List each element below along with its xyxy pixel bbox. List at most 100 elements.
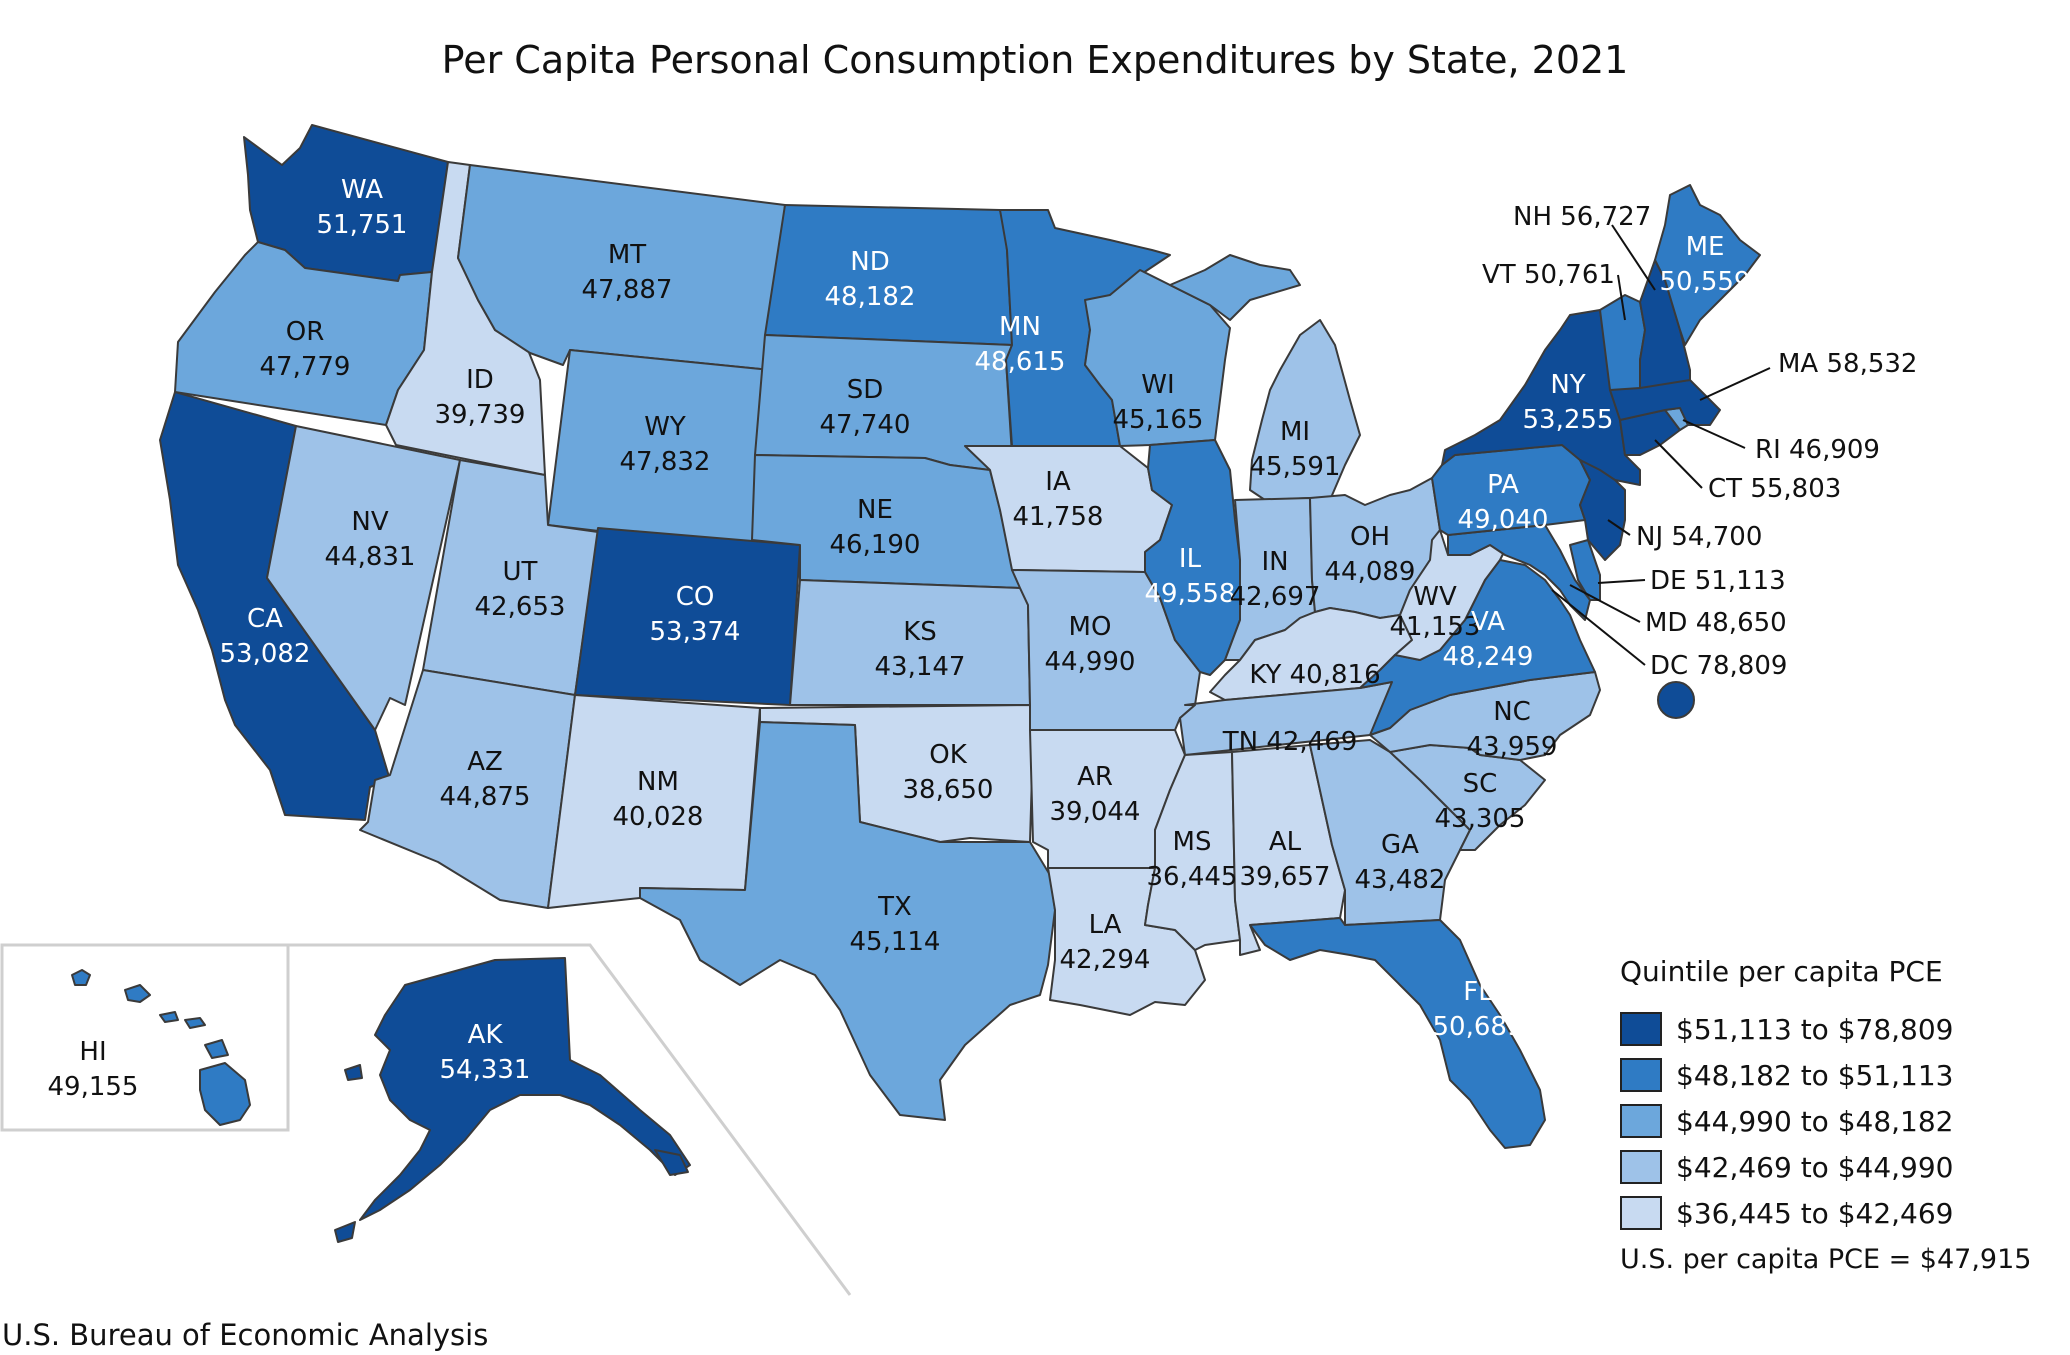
legend-swatch xyxy=(1620,1104,1662,1138)
leader-ct xyxy=(1654,439,1703,489)
label-ks-abbr: KS xyxy=(903,617,937,647)
label-nv-value: 44,831 xyxy=(325,542,416,572)
state-ma[interactable] xyxy=(1609,379,1721,426)
label-wa-value: 51,751 xyxy=(317,210,408,240)
label-ut-abbr: UT xyxy=(503,557,538,587)
state-nj[interactable] xyxy=(1579,459,1626,561)
label-ok-abbr: OK xyxy=(929,740,967,770)
legend-label: $42,469 to $44,990 xyxy=(1676,1150,1954,1184)
legend-item: $36,445 to $42,469 xyxy=(1620,1190,2040,1236)
label-hi-abbr-text: HI xyxy=(79,1037,106,1067)
label-co-value: 53,374 xyxy=(650,617,741,647)
legend-item: $48,182 to $51,113 xyxy=(1620,1052,2040,1098)
legend-label: $44,990 to $48,182 xyxy=(1676,1104,1954,1138)
label-va-abbr: VA xyxy=(1471,607,1505,637)
label-wy-abbr: WY xyxy=(644,412,686,442)
label-co-abbr: CO xyxy=(676,582,715,612)
legend-item: $42,469 to $44,990 xyxy=(1620,1144,2040,1190)
label-ms-value: 36,445 xyxy=(1147,862,1238,892)
callout-ri: RI 46,909 xyxy=(1755,435,1880,465)
label-wv-value: 41,153 xyxy=(1390,612,1481,642)
label-mt-value: 47,887 xyxy=(582,275,673,305)
label-fl-abbr: FL xyxy=(1463,977,1493,1007)
state-fl[interactable] xyxy=(1249,917,1546,1149)
label-ks-value: 43,147 xyxy=(875,652,966,682)
label-nd-value: 48,182 xyxy=(825,282,916,312)
state-wi[interactable] xyxy=(1084,269,1231,447)
label-pa-value: 49,040 xyxy=(1458,505,1549,535)
legend: Quintile per capita PCE $51,113 to $78,8… xyxy=(1620,955,2040,1275)
label-va-value: 48,249 xyxy=(1443,642,1534,672)
label-hi-value: 49,155 xyxy=(48,1072,139,1102)
state-me[interactable] xyxy=(1654,184,1761,346)
label-wv-abbr: WV xyxy=(1413,582,1457,612)
label-ak-value: 54,331 xyxy=(440,1055,531,1085)
state-hi[interactable] xyxy=(71,969,251,1126)
callout-ri-value: 46,909 xyxy=(1789,435,1880,465)
label-al-abbr: AL xyxy=(1269,827,1302,857)
callout-nh-value: 56,727 xyxy=(1560,202,1651,232)
label-tn: TN 42,469 xyxy=(1222,727,1358,757)
callout-nh-abbr: NH xyxy=(1513,202,1552,232)
label-oh-value: 44,089 xyxy=(1325,557,1416,587)
label-ia-abbr: IA xyxy=(1045,467,1071,497)
leader-dc xyxy=(1551,589,1646,666)
callout-ma-abbr: MA xyxy=(1778,349,1818,379)
leader-de xyxy=(1597,579,1646,584)
state-dc[interactable] xyxy=(1657,681,1695,719)
callout-ct-abbr: CT xyxy=(1708,474,1742,504)
source-credit: U.S. Bureau of Economic Analysis xyxy=(2,1318,489,1352)
label-wa-abbr: WA xyxy=(341,175,383,205)
label-fl-value: 50,689 xyxy=(1433,1012,1524,1042)
legend-label: $48,182 to $51,113 xyxy=(1676,1058,1954,1092)
state-tx[interactable] xyxy=(639,721,1056,1121)
callout-ri-abbr: RI xyxy=(1755,435,1781,465)
state-md[interactable] xyxy=(1447,524,1591,621)
label-il-abbr: IL xyxy=(1179,544,1202,574)
label-mi-abbr: MI xyxy=(1280,417,1310,447)
label-ia-value: 41,758 xyxy=(1013,502,1104,532)
label-mt-abbr: MT xyxy=(608,240,646,270)
state-mi-up[interactable] xyxy=(1169,254,1301,321)
label-nm-abbr: NM xyxy=(637,767,679,797)
label-ne-abbr: NE xyxy=(857,495,893,525)
label-id-abbr: ID xyxy=(466,365,494,395)
label-ny-value: 53,255 xyxy=(1523,405,1614,435)
label-wy-value: 47,832 xyxy=(620,447,711,477)
callout-dc-abbr: DC xyxy=(1650,651,1688,681)
label-sc-value: 43,305 xyxy=(1435,804,1526,834)
callout-ct: CT 55,803 xyxy=(1708,474,1841,504)
label-or-value: 47,779 xyxy=(260,352,351,382)
label-ar-value: 39,044 xyxy=(1050,797,1141,827)
label-sd-abbr: SD xyxy=(847,375,884,405)
legend-label: $36,445 to $42,469 xyxy=(1676,1196,1954,1230)
label-nc-value: 43,959 xyxy=(1467,732,1558,762)
label-la-abbr: LA xyxy=(1089,910,1122,940)
label-mo-abbr: MO xyxy=(1069,612,1112,642)
label-az-abbr: AZ xyxy=(467,747,503,777)
label-me-value: 50,559 xyxy=(1660,267,1751,297)
label-tx-value: 45,114 xyxy=(850,927,941,957)
callout-vt: VT 50,761 xyxy=(1482,260,1615,290)
leader-ma xyxy=(1699,367,1771,401)
leader-ri xyxy=(1682,419,1746,449)
label-ar-abbr: AR xyxy=(1077,762,1113,792)
leader-md xyxy=(1569,584,1641,623)
label-ca-value: 53,082 xyxy=(220,639,311,669)
legend-swatch xyxy=(1620,1150,1662,1184)
state-il[interactable] xyxy=(1144,439,1241,676)
label-tx-abbr: TX xyxy=(877,892,912,922)
label-oh-abbr: OH xyxy=(1350,522,1390,552)
callout-de-value: 51,113 xyxy=(1695,566,1786,596)
label-pa-abbr: PA xyxy=(1487,470,1519,500)
label-me-abbr: ME xyxy=(1686,232,1725,262)
legend-swatch xyxy=(1620,1012,1662,1046)
us-choropleth-map: WA 51,751 OR 47,779 CA 53,082 ID 39,739 … xyxy=(0,124,1917,1296)
callout-ma-value: 58,532 xyxy=(1826,349,1917,379)
label-nm-value: 40,028 xyxy=(613,802,704,832)
leader-nj xyxy=(1607,519,1631,536)
label-in-value: 42,697 xyxy=(1230,582,1321,612)
label-tn-abbr: TN xyxy=(1222,727,1258,757)
callout-ma: MA 58,532 xyxy=(1778,349,1917,379)
state-ak[interactable] xyxy=(334,957,691,1243)
